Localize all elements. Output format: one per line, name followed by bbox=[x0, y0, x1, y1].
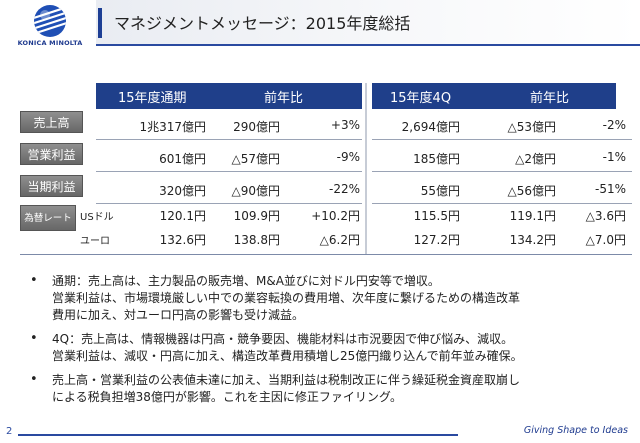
table-header-fy: 15年度通期 前年比 bbox=[96, 83, 362, 109]
cell-fx-usd-fy-prev: 109.9円 bbox=[233, 209, 280, 223]
cell-fy-sales-diff: 290億円 bbox=[233, 120, 280, 134]
bullet-item: • 売上高・営業利益の公表値未達に加え、当期利益は税制改正に伴う繰延税金資産取崩… bbox=[30, 372, 630, 406]
bullet-line: 営業利益は、市場環境厳しい中での業容転換の費用増、次年度に繋げるための構造改革 bbox=[52, 291, 521, 305]
globe-logo-icon bbox=[34, 5, 66, 37]
row-label-operating-income: 営業利益 bbox=[20, 143, 83, 165]
column-separator bbox=[365, 83, 367, 255]
bullet-line: 営業利益は、減収・円高に加え、構造改革費用積増し25億円織り込んで前年並み確保。 bbox=[52, 349, 523, 363]
cell-q4-ni-diff: △56億円 bbox=[507, 184, 557, 198]
header-fy-label: 15年度通期 bbox=[118, 91, 187, 106]
cell-q4-sales-pct: -2% bbox=[602, 118, 626, 132]
page-title: マネジメントメッセージ：2015年度総括 bbox=[114, 14, 411, 33]
bullet-line: による税負担増38億円が影響。これを主因に修正ファイリング。 bbox=[52, 390, 402, 404]
cell-fx-usd-fy: 120.1円 bbox=[159, 209, 206, 223]
cell-fy-sales-pct: +3% bbox=[330, 118, 360, 132]
bullet-line: 売上高・営業利益の公表値未達に加え、当期利益は税制改正に伴う繰延税金資産取崩し bbox=[52, 373, 521, 387]
row-label-sales: 売上高 bbox=[20, 111, 83, 133]
summary-bullets: • 通期：売上高は、主力製品の販売増、M&A並びに対ドル円安等で増収。 営業利益… bbox=[30, 273, 630, 413]
cell-q4-oi: 185億円 bbox=[413, 152, 460, 166]
cell-fy-ni-diff: △90億円 bbox=[231, 184, 281, 198]
cell-q4-oi-pct: -1% bbox=[602, 150, 626, 164]
fx-currency-usd: USドル bbox=[80, 212, 114, 223]
cell-fy-oi: 601億円 bbox=[159, 152, 206, 166]
page-number: 2 bbox=[6, 426, 13, 437]
cell-fy-ni: 320億円 bbox=[159, 184, 206, 198]
bullet-line: 4Q：売上高は、情報機器は円高・競争要因、機能材料は市況要因で伸び悩み、減収。 bbox=[52, 332, 514, 346]
table-header-q4: 15年度4Q 前年比 bbox=[372, 83, 616, 109]
header-q4-label: 15年度4Q bbox=[390, 91, 452, 106]
fx-rate-label: 為替レート bbox=[20, 205, 76, 231]
bullet-line: 通期：売上高は、主力製品の販売増、M&A並びに対ドル円安等で増収。 bbox=[52, 274, 440, 288]
header-q4-compare: 前年比 bbox=[530, 91, 570, 106]
title-bar bbox=[96, 0, 640, 46]
cell-fx-eur-q4-prev: 134.2円 bbox=[509, 233, 556, 247]
cell-fx-usd-q4-prev: 119.1円 bbox=[509, 209, 556, 223]
brand-tagline: Giving Shape to Ideas bbox=[523, 425, 628, 436]
cell-fx-usd-q4: 115.5円 bbox=[413, 209, 460, 223]
bullet-item: • 通期：売上高は、主力製品の販売増、M&A並びに対ドル円安等で増収。 営業利益… bbox=[30, 273, 630, 324]
row-divider bbox=[372, 139, 632, 140]
cell-fy-ni-pct: -22% bbox=[328, 182, 360, 196]
cell-fx-eur-q4-diff: △7.0円 bbox=[585, 233, 626, 247]
row-divider bbox=[372, 171, 632, 172]
table-bottom-border bbox=[20, 254, 632, 255]
cell-q4-oi-diff: △2億円 bbox=[515, 152, 556, 166]
cell-fx-eur-fy-prev: 138.8円 bbox=[233, 233, 280, 247]
bullet-line: 費用に加え、対ユーロ円高の影響も受け減益。 bbox=[52, 308, 305, 322]
fx-currency-eur: ユーロ bbox=[80, 236, 110, 247]
title-accent bbox=[98, 8, 102, 38]
cell-fy-sales: 1兆317億円 bbox=[139, 120, 206, 134]
row-divider bbox=[96, 171, 362, 172]
cell-q4-sales: 2,694億円 bbox=[401, 120, 460, 134]
header-fy-compare: 前年比 bbox=[264, 91, 304, 106]
cell-fx-eur-q4: 127.2円 bbox=[413, 233, 460, 247]
cell-fy-oi-diff: △57億円 bbox=[231, 152, 281, 166]
cell-fx-eur-fy: 132.6円 bbox=[159, 233, 206, 247]
row-divider bbox=[372, 203, 632, 204]
bullet-marker: • bbox=[30, 273, 38, 288]
cell-fy-oi-pct: -9% bbox=[336, 150, 360, 164]
header: KONICA MINOLTA マネジメントメッセージ：2015年度総括 bbox=[0, 0, 640, 48]
cell-fx-usd-q4-diff: △3.6円 bbox=[585, 209, 626, 223]
bullet-item: • 4Q：売上高は、情報機器は円高・競争要因、機能材料は市況要因で伸び悩み、減収… bbox=[30, 331, 630, 365]
footer-rule bbox=[18, 434, 458, 436]
cell-q4-sales-diff: △53億円 bbox=[507, 120, 557, 134]
cell-q4-ni: 55億円 bbox=[420, 184, 460, 198]
company-logo: KONICA MINOLTA bbox=[8, 4, 92, 48]
bullet-marker: • bbox=[30, 331, 38, 346]
row-divider bbox=[96, 203, 362, 204]
cell-fx-eur-fy-diff: △6.2円 bbox=[319, 233, 360, 247]
row-divider bbox=[96, 139, 362, 140]
cell-q4-ni-pct: -51% bbox=[594, 182, 626, 196]
row-label-net-income: 当期利益 bbox=[20, 175, 83, 197]
cell-fx-usd-fy-diff: +10.2円 bbox=[311, 209, 360, 223]
bullet-marker: • bbox=[30, 372, 38, 387]
company-name: KONICA MINOLTA bbox=[17, 39, 83, 47]
